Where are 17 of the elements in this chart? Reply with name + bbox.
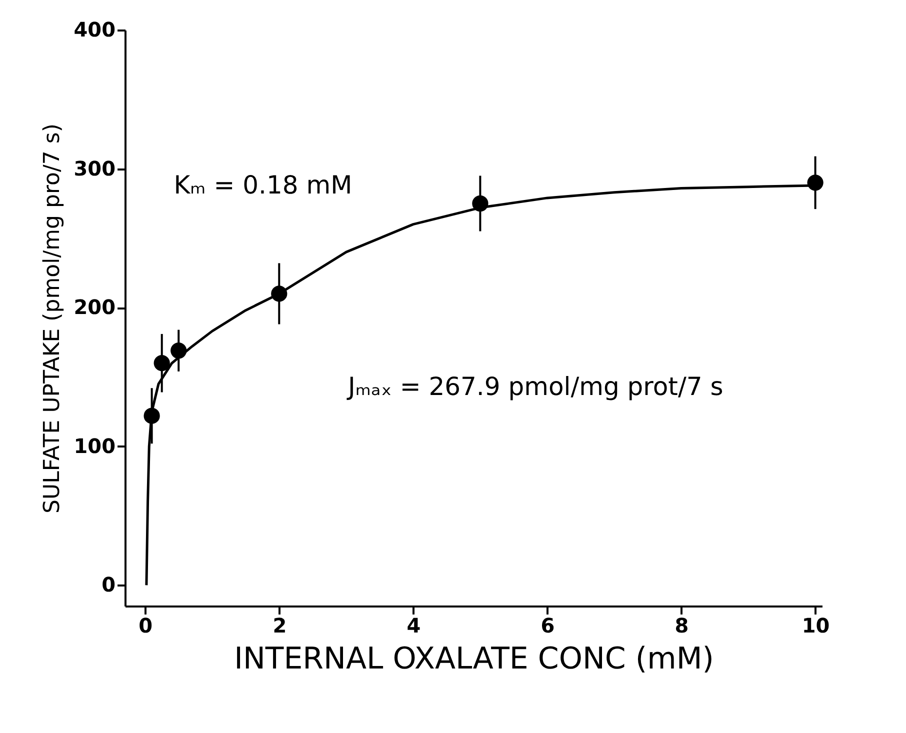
- x-tick-label: 4: [406, 614, 421, 638]
- annotation: Kₘ = 0.18 mM: [174, 170, 352, 200]
- x-axis-title: INTERNAL OXALATE CONC (mM): [234, 642, 714, 676]
- point: [154, 355, 170, 372]
- x-tick-label: 0: [138, 614, 153, 638]
- x-tick-label: 2: [272, 614, 287, 638]
- x-tick-label: 10: [802, 614, 830, 638]
- point: [807, 174, 824, 191]
- y-tick-label: 300: [74, 156, 116, 180]
- y-tick-label: 100: [74, 434, 116, 458]
- y-axis-title: SULFATE UPTAKE (pmol/mg pro/7 s): [40, 124, 65, 514]
- y-tick-label: 0: [102, 572, 116, 597]
- y-tick-label: 200: [74, 295, 116, 320]
- annotation: Jₘₐₓ = 267.9 pmol/mg prot/7 s: [346, 372, 724, 402]
- x-tick-label: 6: [540, 614, 555, 638]
- y-tick-label: 400: [74, 18, 116, 42]
- x-tick-label: 8: [674, 614, 689, 638]
